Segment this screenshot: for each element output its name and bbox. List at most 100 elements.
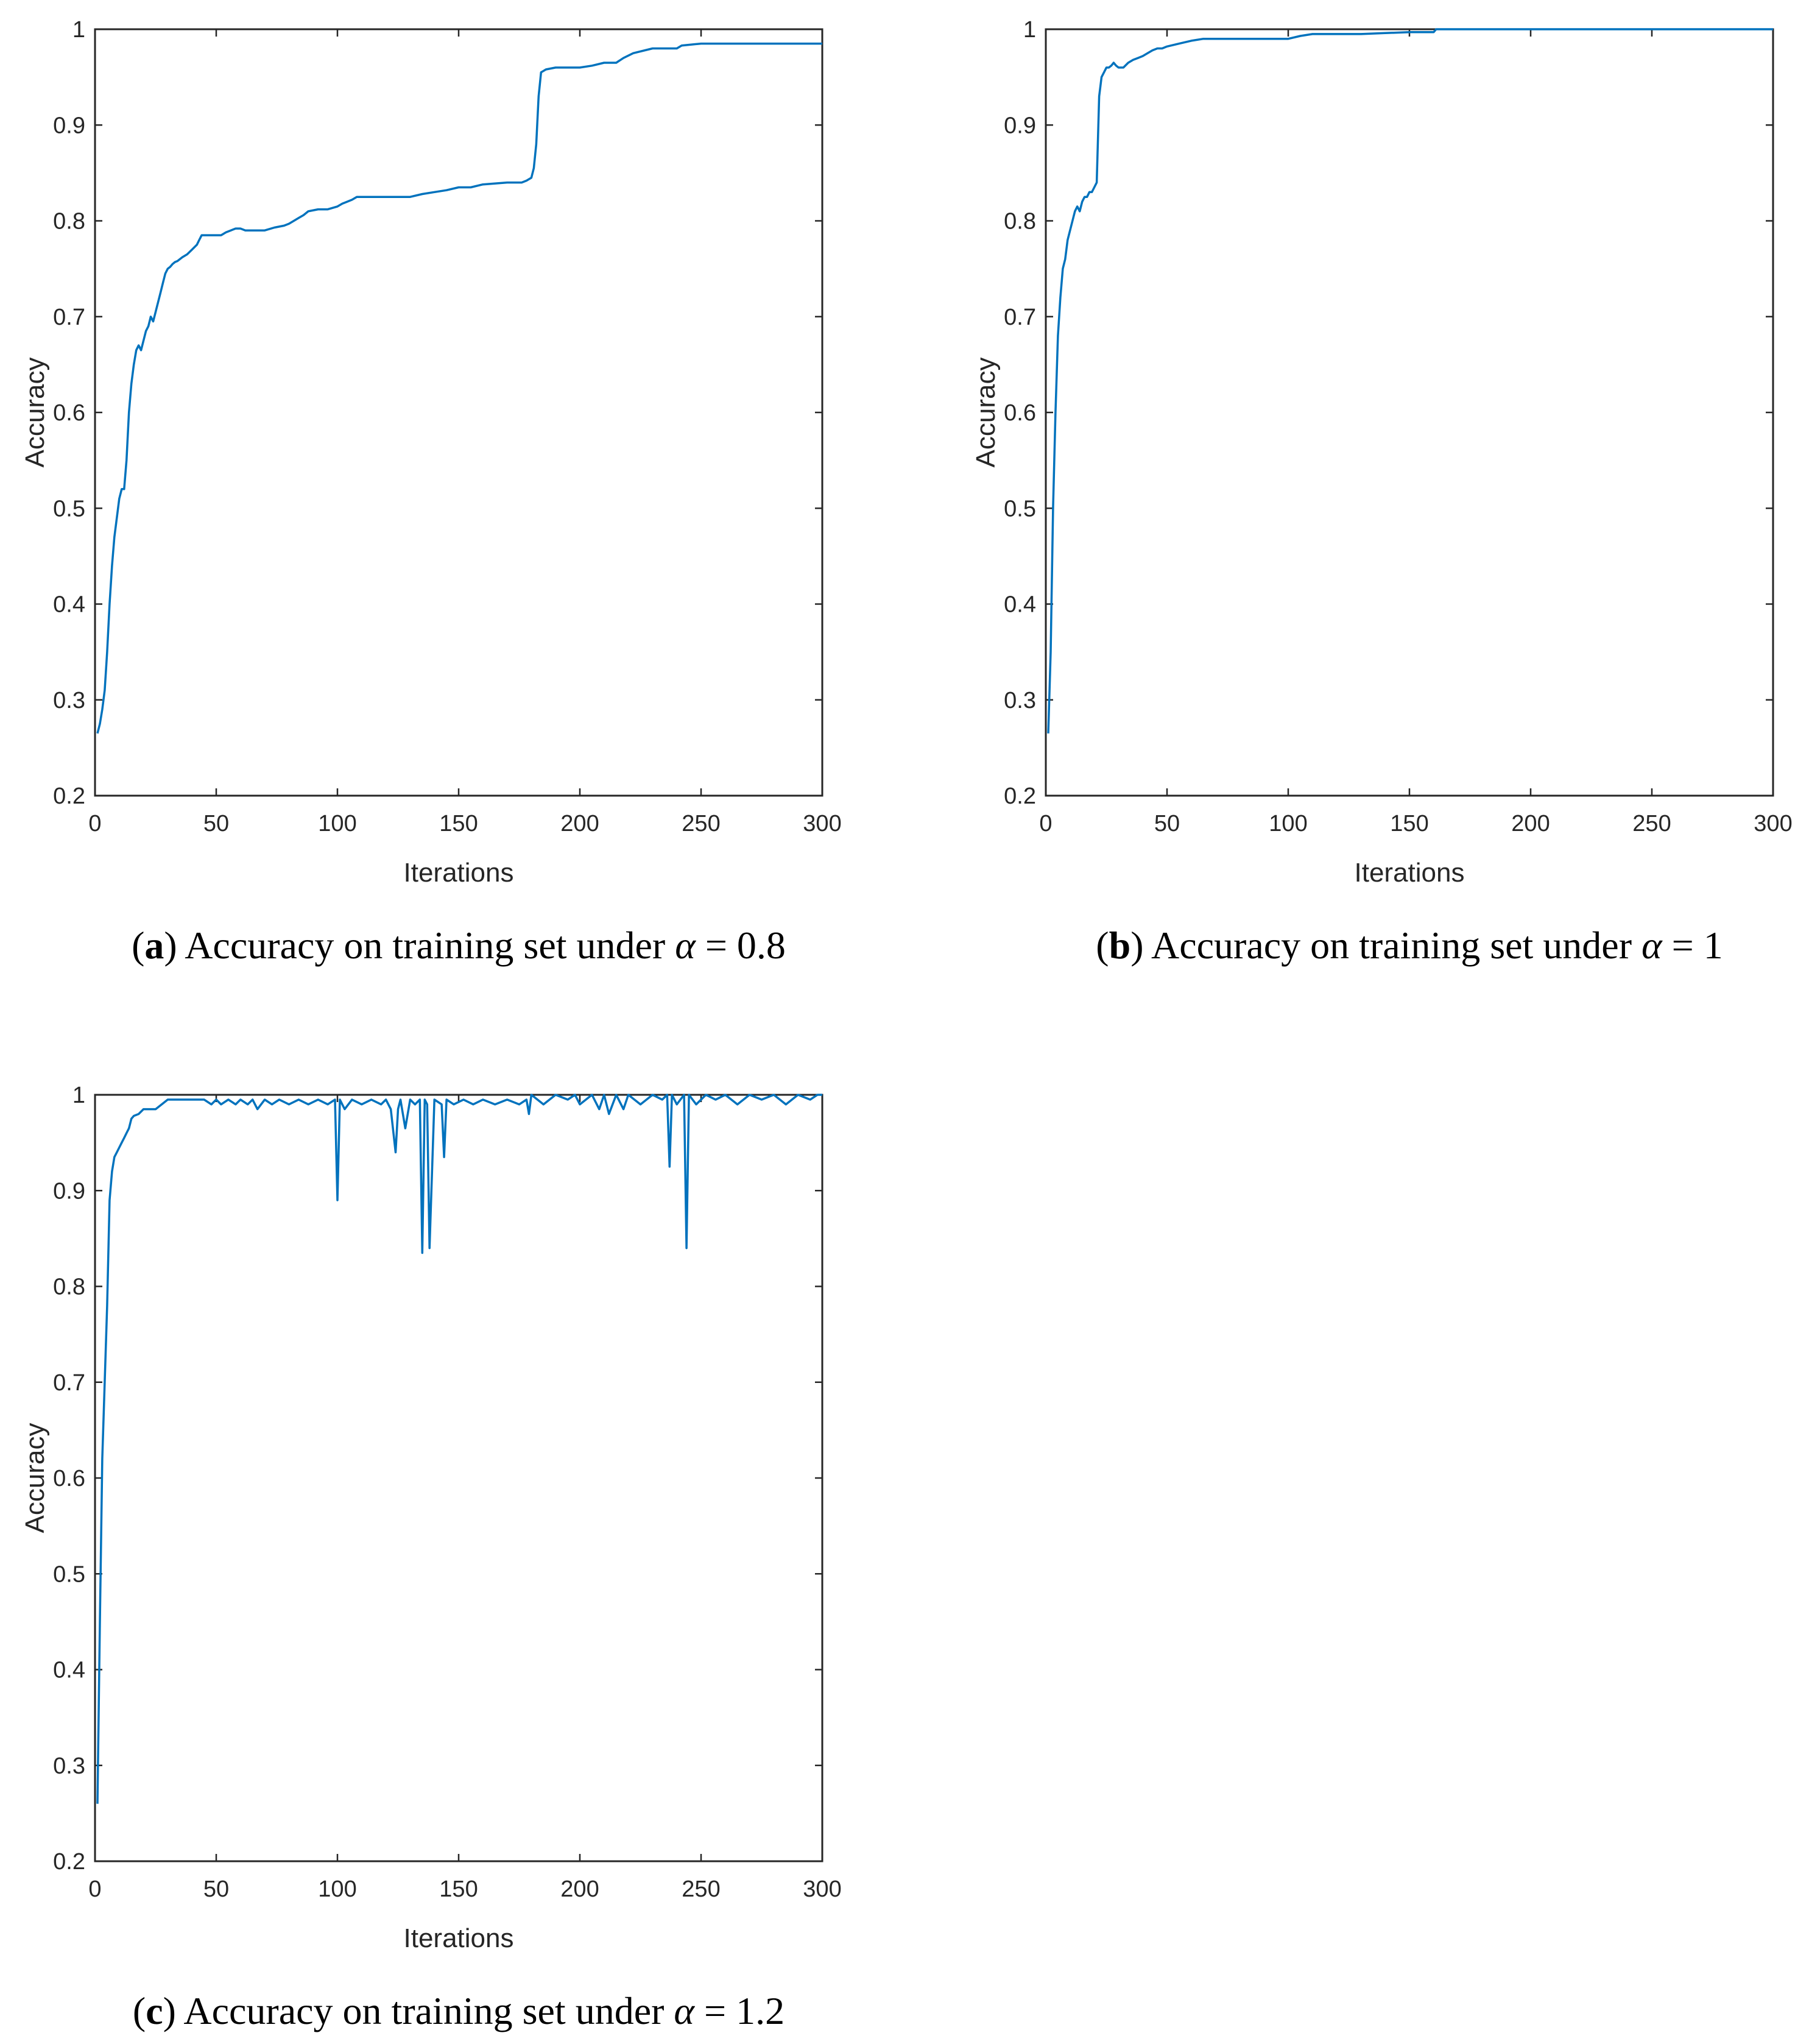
caption-text: Accuracy on training set under xyxy=(1151,924,1632,967)
y-tick-label-0.4: 0.4 xyxy=(53,1658,85,1683)
y-tick-label-0.8: 0.8 xyxy=(53,209,85,235)
caption-space xyxy=(664,1989,674,2032)
y-tick-label-0.3: 0.3 xyxy=(1004,688,1036,713)
x-tick-label-150: 150 xyxy=(439,1876,478,1902)
y-tick-label-0.3: 0.3 xyxy=(53,688,85,713)
y-tick-label-0.2: 0.2 xyxy=(53,1849,85,1875)
x-tick-labels: 0 50 100 150 200 250 300 xyxy=(88,1876,841,1902)
x-tick-label-0: 0 xyxy=(88,1876,101,1902)
caption-equals: = xyxy=(704,1989,726,2032)
y-tick-labels: 0.2 0.3 0.4 0.5 0.6 0.7 0.8 0.9 1 xyxy=(53,17,85,809)
x-tick-label-150: 150 xyxy=(1390,811,1428,836)
x-tick-label-0: 0 xyxy=(88,811,101,836)
y-tick-label-0.6: 0.6 xyxy=(1004,400,1036,426)
x-tick-label-100: 100 xyxy=(1269,811,1307,836)
accuracy-line xyxy=(96,1094,822,1804)
caption-letter: a xyxy=(144,924,164,967)
y-tick-label-1: 1 xyxy=(1023,17,1036,43)
caption-letter: b xyxy=(1109,924,1131,967)
y-tick-label-1: 1 xyxy=(72,1083,85,1108)
x-axis-label: Iterations xyxy=(404,858,514,888)
tick-marks xyxy=(94,28,823,797)
y-tick-label-0.2: 0.2 xyxy=(53,783,85,809)
y-tick-label-0.2: 0.2 xyxy=(1004,783,1036,809)
plot-area xyxy=(94,28,823,797)
x-tick-label-250: 250 xyxy=(682,811,720,836)
plot-area xyxy=(94,1094,823,1862)
x-tick-label-50: 50 xyxy=(203,1876,229,1902)
y-tick-label-0.6: 0.6 xyxy=(53,400,85,426)
caption-space xyxy=(1632,924,1642,967)
x-tick-label-200: 200 xyxy=(560,1876,599,1902)
y-tick-label-0.5: 0.5 xyxy=(1004,496,1036,522)
x-tick-label-150: 150 xyxy=(439,811,478,836)
caption-letter: c xyxy=(146,1989,163,2032)
y-axis-label: Accuracy xyxy=(971,358,1001,468)
y-tick-labels: 0.2 0.3 0.4 0.5 0.6 0.7 0.8 0.9 1 xyxy=(1004,17,1036,809)
x-tick-label-200: 200 xyxy=(1511,811,1550,836)
y-tick-label-0.4: 0.4 xyxy=(53,592,85,618)
y-tick-label-0.3: 0.3 xyxy=(53,1753,85,1779)
y-tick-label-0.9: 0.9 xyxy=(53,113,85,138)
caption-paren-close: ) xyxy=(164,924,185,967)
x-tick-label-50: 50 xyxy=(1154,811,1180,836)
panel-c: 0 50 100 150 200 250 300 0.2 0.3 0.4 0.5 0.6 0.7 0.8… xyxy=(20,1083,842,2032)
y-axis-label: Accuracy xyxy=(20,1423,50,1533)
caption-value: 1 xyxy=(1704,924,1723,967)
x-tick-label-200: 200 xyxy=(560,811,599,836)
x-axis-label: Iterations xyxy=(1355,858,1465,888)
x-tick-label-100: 100 xyxy=(318,1876,356,1902)
caption-a: (a) Accuracy on training set under α = 0.8 xyxy=(132,924,786,967)
caption-value: 0.8 xyxy=(737,924,786,967)
y-tick-label-0.8: 0.8 xyxy=(1004,209,1036,235)
caption-space xyxy=(665,924,675,967)
x-tick-labels: 0 50 100 150 200 250 300 xyxy=(1039,811,1792,836)
caption-c: (c) Accuracy on training set under α = 1.2 xyxy=(133,1989,785,2032)
caption-paren-close: ) xyxy=(1130,924,1151,967)
y-axis-label: Accuracy xyxy=(20,358,50,468)
caption-paren-open: ( xyxy=(1096,924,1109,967)
y-tick-label-0.4: 0.4 xyxy=(1004,592,1036,618)
tick-marks xyxy=(1045,28,1774,797)
caption-b: (b) Accuracy on training set under α = 1 xyxy=(1096,924,1723,967)
panel-a: 0 50 100 150 200 250 300 0.2 0.3 0.4 0.5 0.6 0.7 0.8… xyxy=(20,17,842,967)
x-tick-label-250: 250 xyxy=(1632,811,1671,836)
y-tick-label-0.9: 0.9 xyxy=(1004,113,1036,138)
caption-text: Accuracy on training set under xyxy=(183,1989,664,2032)
y-tick-label-0.7: 0.7 xyxy=(53,1370,85,1396)
y-tick-label-0.9: 0.9 xyxy=(53,1178,85,1204)
accuracy-line xyxy=(96,42,822,734)
caption-paren-open: ( xyxy=(132,924,144,967)
y-tick-label-0.7: 0.7 xyxy=(53,305,85,330)
plot-area xyxy=(1045,28,1774,797)
y-tick-label-0.5: 0.5 xyxy=(53,1561,85,1587)
x-tick-label-0: 0 xyxy=(1039,811,1052,836)
x-tick-label-300: 300 xyxy=(803,1876,841,1902)
y-tick-label-0.8: 0.8 xyxy=(53,1275,85,1300)
caption-paren-open: ( xyxy=(133,1989,146,2032)
x-tick-label-100: 100 xyxy=(318,811,356,836)
panel-b: 0 50 100 150 200 250 300 0.2 0.3 0.4 0.5 0.6 0.7 0.8… xyxy=(971,17,1793,967)
x-tick-label-50: 50 xyxy=(203,811,229,836)
x-tick-label-250: 250 xyxy=(682,1876,720,1902)
x-tick-label-300: 300 xyxy=(803,811,841,836)
caption-equals: = xyxy=(1672,924,1694,967)
caption-paren-close: ) xyxy=(163,1989,184,2032)
caption-symbol: α xyxy=(1642,924,1663,967)
y-tick-labels: 0.2 0.3 0.4 0.5 0.6 0.7 0.8 0.9 1 xyxy=(53,1083,85,1875)
x-tick-label-300: 300 xyxy=(1754,811,1792,836)
x-tick-labels: 0 50 100 150 200 250 300 xyxy=(88,811,841,836)
tick-marks xyxy=(94,1094,823,1862)
caption-text: Accuracy on training set under xyxy=(185,924,665,967)
caption-symbol: α xyxy=(675,924,696,967)
caption-equals: = xyxy=(705,924,727,967)
y-tick-label-0.6: 0.6 xyxy=(53,1466,85,1491)
accuracy-line xyxy=(1047,28,1773,734)
y-tick-label-1: 1 xyxy=(72,17,85,43)
caption-symbol: α xyxy=(674,1989,695,2032)
caption-value: 1.2 xyxy=(736,1989,785,2032)
x-axis-label: Iterations xyxy=(404,1923,514,1953)
y-tick-label-0.5: 0.5 xyxy=(53,496,85,522)
y-tick-label-0.7: 0.7 xyxy=(1004,305,1036,330)
